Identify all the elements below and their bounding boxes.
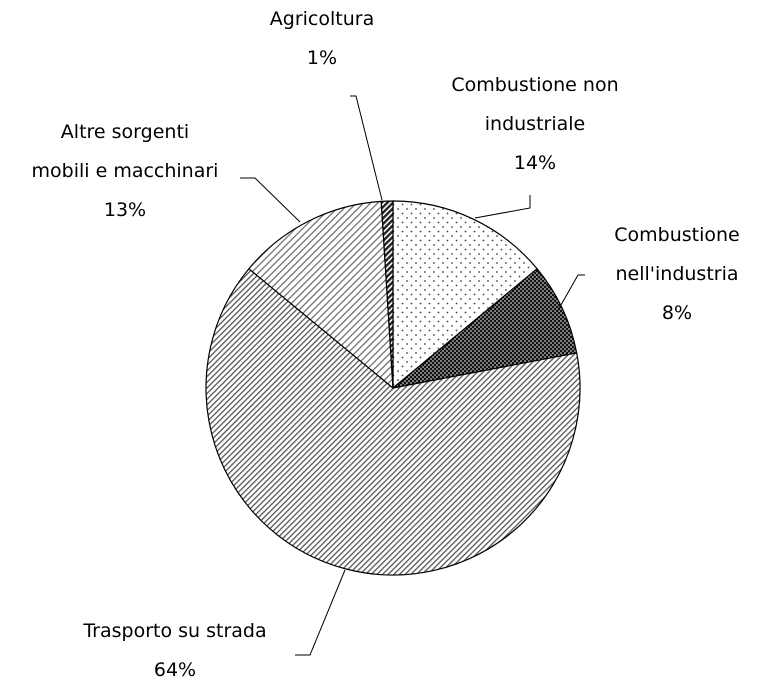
pie-slice [392,200,538,390]
leader-line [556,274,585,313]
value-label: 8% [661,302,693,324]
value-label: 64% [153,659,197,681]
leader-line [474,195,531,219]
category-name: Combustione nell'industria [614,224,740,285]
pie-slice [205,267,581,576]
slice-label: Trasporto su strada 64% [83,612,266,682]
leader-line [295,569,346,656]
pie-slice [380,200,394,389]
slice-label: Combustione non industriale 14% [451,66,618,183]
category-name: Combustione non industriale [451,74,619,135]
leader-line [350,95,383,201]
value-label: 13% [103,199,147,221]
value-label: 1% [306,47,338,69]
category-name: Trasporto su strada [83,620,267,642]
slice-label: Combustione nell'industria 8% [614,216,740,333]
slice-label: Altre sorgenti mobili e macchinari 13% [32,113,219,230]
value-label: 14% [513,152,557,174]
pie-slice [392,267,578,389]
slice-label: Agricoltura 1% [270,0,374,78]
category-name: Agricoltura [269,8,375,30]
pie-slice [248,200,394,390]
category-name: Altre sorgenti mobili e macchinari [31,121,219,182]
leader-line [240,177,301,223]
